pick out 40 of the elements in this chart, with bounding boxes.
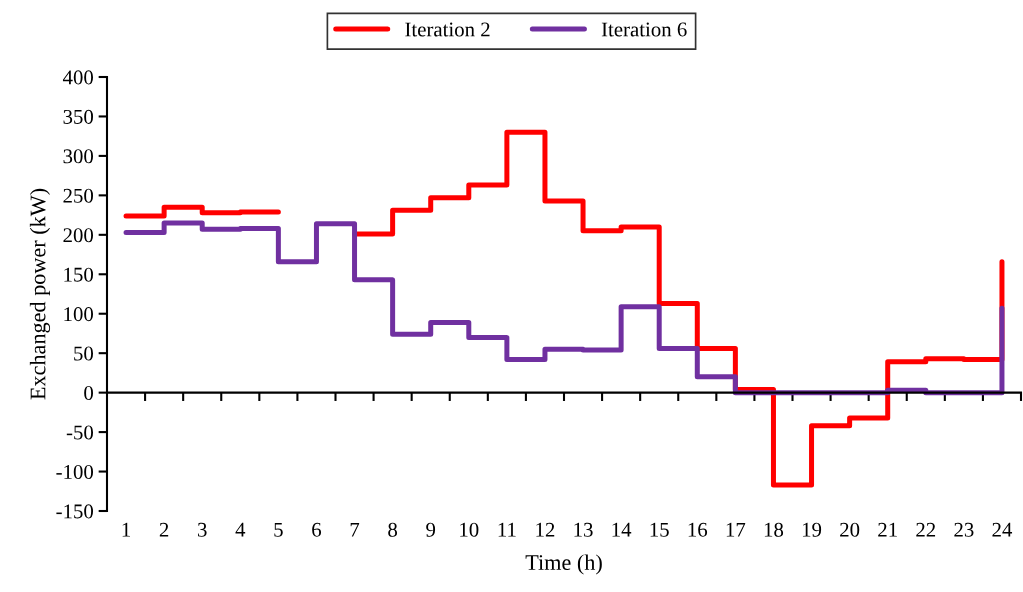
x-tick-label: 6 [312, 522, 322, 537]
y-tick-label: 250 [63, 188, 94, 203]
x-tick-label: 7 [350, 522, 360, 537]
y-tick-label: -150 [56, 504, 94, 519]
x-tick-label: 10 [460, 522, 479, 537]
x-tick-label: 24 [992, 522, 1013, 537]
x-tick-label: 9 [426, 522, 436, 537]
y-tick-label: 100 [64, 307, 94, 322]
x-tick-label: 17 [726, 522, 746, 537]
x-tick-label: 13 [574, 522, 593, 537]
x-tick-label: 12 [536, 522, 555, 537]
y-tick-label: 400 [62, 70, 94, 85]
x-tick-label: 5 [274, 522, 283, 537]
x-tick-label: 23 [954, 522, 974, 537]
y-tick-label: 0 [84, 386, 94, 401]
y-tick-label: -100 [56, 464, 94, 479]
x-tick-label: 21 [878, 522, 897, 537]
x-tick-label: 22 [916, 522, 936, 537]
x-tick-label: 3 [198, 522, 207, 537]
y-tick-label: 150 [64, 267, 94, 282]
x-tick-label: 2 [159, 522, 169, 537]
x-tick-label: 16 [688, 522, 708, 537]
x-tick-label: 14 [612, 522, 632, 537]
y-tick-label: -50 [66, 425, 94, 440]
y-tick-label: 300 [63, 149, 94, 164]
x-tick-label: 1 [122, 522, 130, 537]
x-axis-title: Time (h) [525, 554, 602, 575]
x-tick-label: 15 [650, 522, 669, 537]
y-tick-label: 50 [74, 346, 94, 361]
x-tick-label: 20 [840, 522, 860, 537]
y-tick-label: 200 [63, 228, 94, 243]
x-tick-label: 8 [388, 522, 398, 537]
x-tick-label: 4 [235, 522, 246, 537]
legend-label: Iteration 2 [405, 22, 490, 37]
x-tick-label: 11 [498, 522, 516, 537]
x-tick-label: 18 [764, 522, 784, 537]
x-tick-label: 19 [802, 522, 822, 537]
y-axis-title: Exchanged power (kW) [29, 188, 51, 400]
legend-label: Iteration 6 [601, 22, 687, 37]
y-tick-label: 350 [63, 109, 94, 124]
